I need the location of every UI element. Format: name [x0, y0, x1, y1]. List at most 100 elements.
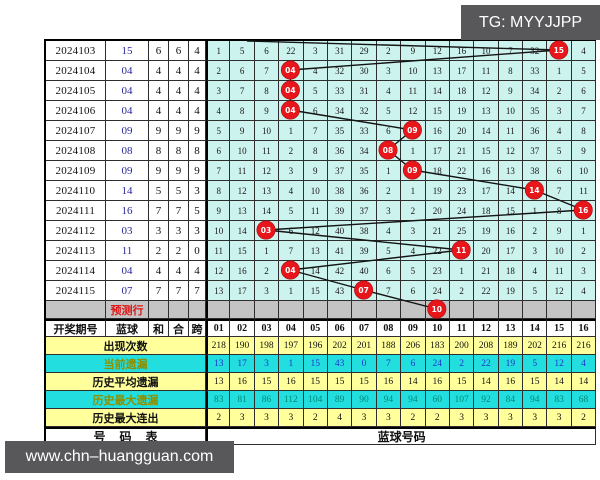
- ball-omission-cell: 11: [571, 181, 597, 201]
- stat-value-cell: 6: [401, 355, 426, 373]
- ball-omission-cell: 1: [401, 141, 426, 161]
- stat-value-cell: 3: [230, 409, 255, 427]
- stat-value-cell: 86: [254, 391, 280, 409]
- ball-omission-cell: 2: [401, 201, 426, 221]
- period-cell: 2024114: [46, 261, 106, 281]
- ball-omission-cell: 12: [254, 161, 280, 181]
- ball-omission-cell: 1: [523, 201, 548, 221]
- ball-omission-cell: 1: [206, 41, 231, 61]
- stat-value-cell: 2: [206, 409, 231, 427]
- stat-value-cell: 89: [327, 391, 353, 409]
- ball-omission-cell: [401, 121, 426, 141]
- ball-omission-cell: 1: [376, 161, 402, 181]
- ball-omission-cell: 13: [254, 181, 280, 201]
- column-header-cell: 和: [149, 319, 169, 337]
- sum-cell: 8: [149, 141, 169, 161]
- ball-omission-cell: 11: [401, 81, 426, 101]
- ball-omission-cell: 8: [498, 61, 524, 81]
- ball-omission-cell: 17: [498, 241, 524, 261]
- stat-label-cell: 当前遗漏: [46, 355, 206, 373]
- stat-value-cell: 22: [474, 355, 499, 373]
- blue-value-cell: 11: [106, 241, 149, 261]
- stat-value-cell: 15: [327, 373, 353, 391]
- ball-omission-cell: 9: [547, 221, 572, 241]
- ball-omission-cell: 4: [279, 181, 304, 201]
- ball-omission-cell: 30: [352, 61, 377, 81]
- stat-value-cell: 43: [327, 355, 353, 373]
- stat-value-cell: 216: [571, 337, 597, 355]
- stat-value-cell: 19: [498, 355, 524, 373]
- ball-omission-cell: 17: [449, 61, 475, 81]
- stat-value-cell: 17: [230, 355, 255, 373]
- ball-omission-cell: 17: [474, 181, 499, 201]
- ball-omission-cell: 32: [327, 61, 353, 81]
- stat-value-cell: 202: [523, 337, 548, 355]
- ball-omission-cell: 32: [523, 41, 548, 61]
- site-watermark-text: www.chn–huangguan.com: [25, 448, 214, 465]
- stat-label-cell: 历史最大连出: [46, 409, 206, 427]
- prediction-sum-cell: [149, 301, 169, 319]
- ball-omission-cell: 33: [327, 81, 353, 101]
- span-cell: 4: [189, 261, 206, 281]
- stat-value-cell: 107: [449, 391, 475, 409]
- stat-value-cell: 4: [571, 355, 597, 373]
- ball-omission-cell: 4: [376, 81, 402, 101]
- ball-omission-cell: 10: [547, 241, 572, 261]
- stat-value-cell: 15: [303, 373, 328, 391]
- ball-omission-cell: 21: [449, 141, 475, 161]
- blue-value-cell: 15: [106, 41, 149, 61]
- combo-cell: 7: [169, 281, 189, 301]
- ball-omission-cell: 19: [449, 101, 475, 121]
- ball-omission-cell: 10: [254, 121, 280, 141]
- ball-omission-cell: 33: [352, 121, 377, 141]
- sum-cell: 3: [149, 221, 169, 241]
- ball-omission-cell: 9: [571, 141, 597, 161]
- ball-omission-cell: 10: [401, 61, 426, 81]
- ball-omission-cell: 18: [449, 81, 475, 101]
- ball-header-cell: 02: [230, 319, 255, 337]
- ball-omission-cell: 15: [498, 201, 524, 221]
- ball-omission-cell: 42: [327, 261, 353, 281]
- ball-omission-cell: 9: [498, 81, 524, 101]
- prediction-ball-cell: [425, 301, 450, 319]
- ball-omission-cell: 16: [425, 121, 450, 141]
- stat-value-cell: 2: [449, 355, 475, 373]
- ball-omission-cell: 3: [303, 41, 328, 61]
- ball-omission-cell: 2: [376, 181, 402, 201]
- ball-omission-cell: 5: [230, 41, 255, 61]
- ball-omission-cell: 10: [474, 41, 499, 61]
- combo-cell: 6: [169, 41, 189, 61]
- ball-omission-cell: 18: [498, 261, 524, 281]
- ball-omission-cell: 1: [571, 221, 597, 241]
- ball-omission-cell: 1: [449, 261, 475, 281]
- stat-value-cell: 196: [303, 337, 328, 355]
- ball-omission-cell: 35: [523, 101, 548, 121]
- stat-value-cell: 15: [449, 373, 475, 391]
- stat-value-cell: 2: [401, 409, 426, 427]
- stat-value-cell: 14: [474, 373, 499, 391]
- ball-omission-cell: 18: [474, 201, 499, 221]
- ball-omission-cell: 24: [425, 281, 450, 301]
- span-cell: 3: [189, 221, 206, 241]
- column-header-cell: 合: [169, 319, 189, 337]
- ball-omission-cell: 11: [230, 161, 255, 181]
- stat-value-cell: 2: [425, 409, 450, 427]
- ball-omission-cell: 5: [376, 241, 402, 261]
- ball-omission-cell: 14: [498, 181, 524, 201]
- blue-value-cell: 03: [106, 221, 149, 241]
- stat-value-cell: 188: [376, 337, 402, 355]
- combo-cell: 4: [169, 61, 189, 81]
- stat-value-cell: 84: [498, 391, 524, 409]
- ball-header-cell: 12: [474, 319, 499, 337]
- ball-omission-cell: 20: [474, 241, 499, 261]
- ball-omission-cell: 13: [498, 161, 524, 181]
- ball-omission-cell: 2: [254, 261, 280, 281]
- span-cell: 4: [189, 41, 206, 61]
- ball-omission-cell: 13: [474, 101, 499, 121]
- prediction-ball-cell: [254, 301, 280, 319]
- ball-header-cell: 03: [254, 319, 280, 337]
- stat-value-cell: 14: [571, 373, 597, 391]
- ball-omission-cell: [547, 41, 572, 61]
- ball-omission-cell: 5: [547, 141, 572, 161]
- stat-value-cell: 15: [352, 373, 377, 391]
